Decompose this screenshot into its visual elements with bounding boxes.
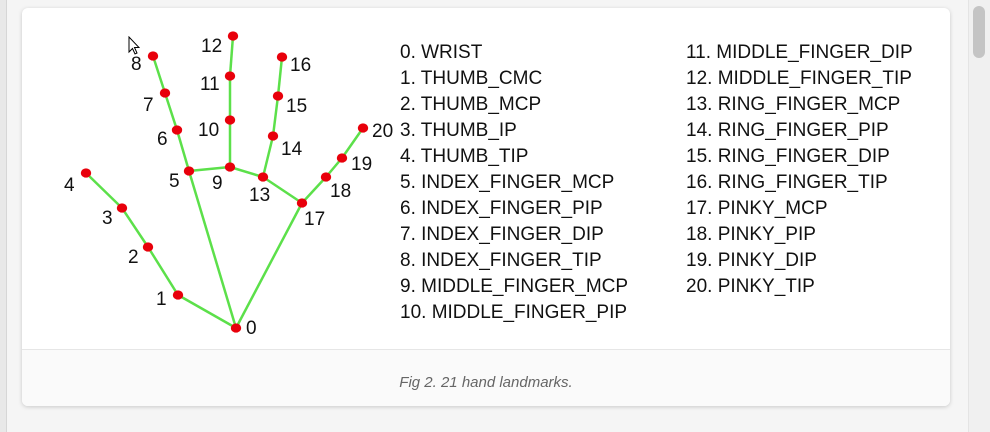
landmark-label-2: 2 [128,247,139,268]
legend-item: 1. THUMB_CMC [400,68,543,89]
landmark-point-2 [142,242,154,252]
connection-0-1 [177,293,237,330]
landmark-point-8 [147,51,159,61]
landmark-label-13: 13 [249,185,270,206]
connection-0-17 [234,202,304,329]
connection-3-4 [85,172,123,209]
landmark-connections [85,35,365,330]
landmark-point-15 [272,91,284,101]
landmark-label-15: 15 [286,96,307,117]
landmark-point-0 [230,323,242,333]
connection-19-20 [340,127,365,159]
connection-14-15 [271,95,280,137]
page-scrollbar[interactable] [968,0,990,432]
landmark-label-9: 9 [212,173,223,194]
legend-item: 17. PINKY_MCP [686,198,828,219]
legend-item: 16. RING_FINGER_TIP [686,172,888,193]
landmark-label-10: 10 [198,120,219,141]
legend-item: 14. RING_FINGER_PIP [686,120,889,141]
legend-item: 12. MIDDLE_FINGER_TIP [686,68,912,89]
landmark-label-8: 8 [131,54,142,75]
landmark-point-14 [267,131,279,141]
legend-item: 4. THUMB_TIP [400,146,529,167]
landmark-label-1: 1 [156,289,167,310]
connection-15-16 [276,56,284,97]
landmark-point-17 [296,198,308,208]
connection-17-18 [301,176,327,204]
landmark-label-6: 6 [157,129,168,150]
connection-1-2 [146,246,180,296]
landmark-label-18: 18 [330,181,351,202]
landmark-label-17: 17 [304,209,325,230]
landmark-point-1 [172,290,184,300]
landmark-point-10 [224,115,236,125]
landmark-point-3 [116,203,128,213]
connection-0-5 [187,170,238,329]
landmark-label-12: 12 [201,36,222,57]
landmark-point-4 [80,168,92,178]
figure-area: 0 1 2 3 4 5 6 7 8 9 10 11 12 13 14 15 16 17 18 19 20 0. WRIS… [22,8,950,348]
landmark-label-20: 20 [372,121,393,142]
landmark-label-11: 11 [200,74,220,95]
landmark-label-7: 7 [143,95,154,116]
figure-caption: Fig 2. 21 hand landmarks. [399,374,573,391]
legend-item: 6. INDEX_FINGER_PIP [400,198,603,219]
landmark-points [80,31,369,333]
legend-item: 19. PINKY_DIP [686,250,817,271]
legend-item: 7. INDEX_FINGER_DIP [400,224,604,245]
landmark-label-4: 4 [64,175,75,196]
landmark-point-18 [320,172,332,182]
landmark-point-6 [171,125,183,135]
legend-item: 3. THUMB_IP [400,120,517,141]
connection-7-8 [151,55,167,94]
landmark-point-7 [159,88,171,98]
connection-13-17 [262,175,303,205]
connection-5-6 [175,129,191,172]
landmark-label-0: 0 [246,318,257,339]
connection-2-3 [120,207,150,248]
landmark-point-20 [357,123,369,133]
landmark-label-16: 16 [290,55,311,76]
legend-item: 18. PINKY_PIP [686,224,816,245]
landmark-label-5: 5 [169,171,180,192]
legend-item: 2. THUMB_MCP [400,94,542,115]
connection-6-7 [163,92,179,131]
legend-item: 9. MIDDLE_FINGER_MCP [400,276,629,297]
connection-13-14 [261,135,275,178]
legend-item: 15. RING_FINGER_DIP [686,146,890,167]
legend-item: 0. WRIST [400,42,483,63]
mouse-cursor-icon [128,35,141,61]
landmark-point-19 [336,153,348,163]
legend-item: 20. PINKY_TIP [686,276,815,297]
caption-area: Fig 2. 21 hand landmarks. [22,350,950,406]
landmark-point-12 [227,31,239,41]
caption-divider [22,349,950,350]
landmark-point-5 [183,166,195,176]
landmark-point-11 [224,71,236,81]
legend-item: 13. RING_FINGER_MCP [686,94,901,115]
landmark-point-16 [276,52,288,62]
connection-11-12 [228,35,235,77]
landmark-label-19: 19 [351,154,372,175]
landmark-label-3: 3 [102,208,113,229]
connection-5-9 [188,165,231,173]
legend-item: 11. MIDDLE_FINGER_DIP [686,42,913,63]
landmark-point-13 [257,172,269,182]
legend-item: 10. MIDDLE_FINGER_PIP [400,302,628,323]
scrollbar-thumb[interactable] [973,6,985,58]
landmark-legend-column-1: 0. WRIST 1. THUMB_CMC 2. THUMB_MCP 3. THUMB… [400,40,628,326]
landmark-label-14: 14 [281,139,303,160]
legend-item: 5. INDEX_FINGER_MCP [400,172,615,193]
landmark-legend-column-2: 11. MIDDLE_FINGER_DIP 12. MIDDLE_FINGER_T… [686,40,913,300]
figure-card: 0 1 2 3 4 5 6 7 8 9 10 11 12 13 14 15 16 17 18 19 20 0. WRIS… [22,8,950,406]
page-left-border [0,0,7,432]
legend-item: 8. INDEX_FINGER_TIP [400,250,602,271]
connection-9-13 [229,165,264,179]
landmark-point-9 [224,162,236,172]
